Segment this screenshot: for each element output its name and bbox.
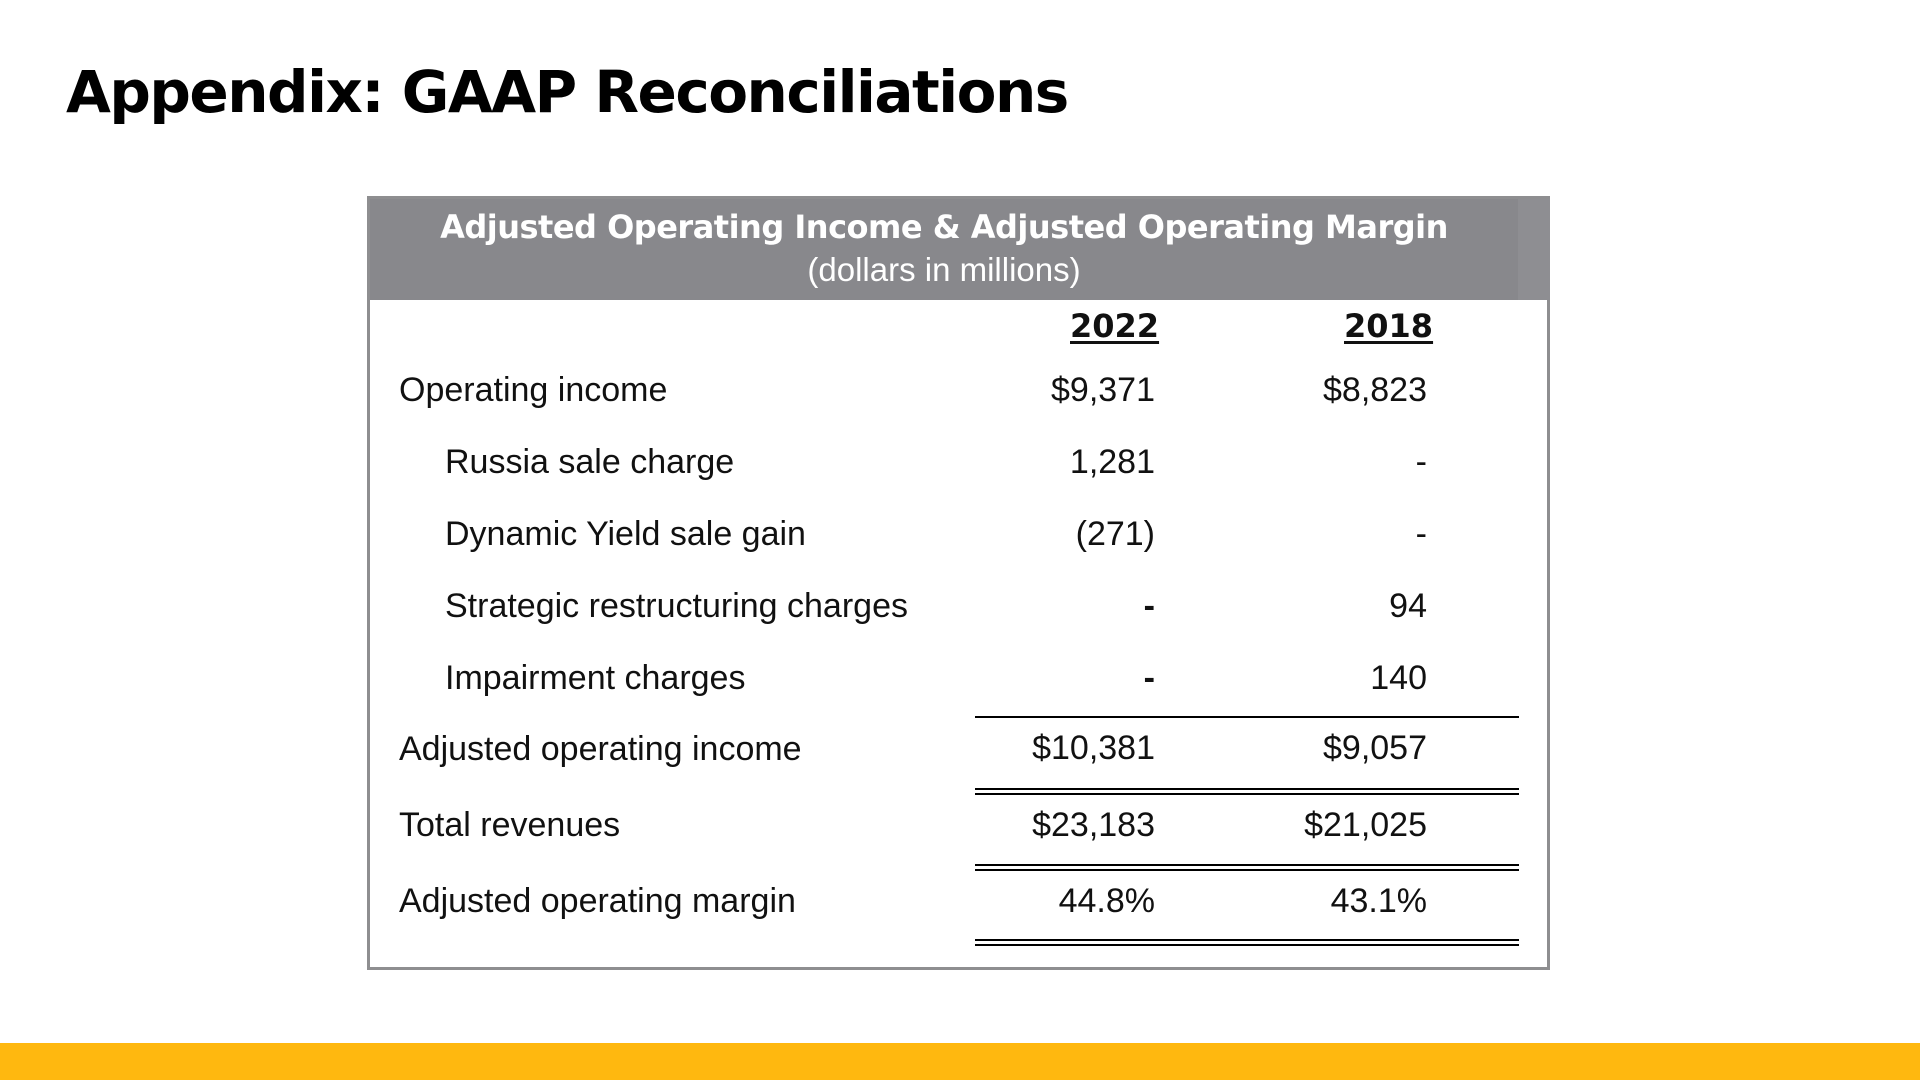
- column-header-2018: 2018: [1344, 307, 1434, 345]
- row-label-total-revenues: Total revenues: [399, 806, 621, 844]
- subtotal-rule: [975, 716, 1519, 718]
- table-header-edge: [1518, 199, 1550, 300]
- cell-adjusted-operating-margin-2018: 43.1%: [1330, 882, 1427, 920]
- cell-impairment-charges-2018: 140: [1370, 659, 1427, 697]
- cell-operating-income-2022: $9,371: [1051, 371, 1155, 409]
- table-header: Adjusted Operating Income & Adjusted Ope…: [370, 199, 1518, 300]
- table-subtitle: (dollars in millions): [807, 251, 1081, 288]
- cell-strategic-restructuring-charges-2018: 94: [1389, 587, 1427, 625]
- cell-adjusted-operating-margin-2022: 44.8%: [1058, 882, 1155, 920]
- margin-double-rule: [975, 939, 1519, 946]
- cell-dynamic-yield-sale-gain-2022: (271): [1075, 515, 1155, 553]
- row-label-adjusted-operating-margin: Adjusted operating margin: [399, 882, 796, 920]
- column-header-2022: 2022: [1070, 307, 1160, 345]
- cell-operating-income-2018: $8,823: [1323, 371, 1427, 409]
- revenues-double-rule: [975, 864, 1519, 871]
- footer-accent-bar: [0, 1043, 1920, 1080]
- total-double-rule: [975, 788, 1519, 795]
- table-title: Adjusted Operating Income & Adjusted Ope…: [440, 208, 1448, 246]
- row-label-adjusted-operating-income: Adjusted operating income: [399, 730, 802, 768]
- row-label-russia-sale-charge: Russia sale charge: [445, 443, 735, 481]
- row-label-dynamic-yield-sale-gain: Dynamic Yield sale gain: [445, 515, 806, 553]
- cell-russia-sale-charge-2018: -: [1415, 443, 1427, 481]
- row-label-operating-income: Operating income: [399, 371, 668, 409]
- cell-strategic-restructuring-charges-2022: -: [1143, 587, 1155, 625]
- cell-impairment-charges-2022: -: [1143, 659, 1155, 697]
- page-title: Appendix: GAAP Reconciliations: [66, 58, 1069, 126]
- cell-total-revenues-2018: $21,025: [1304, 806, 1427, 844]
- cell-russia-sale-charge-2022: 1,281: [1069, 443, 1155, 481]
- cell-adjusted-operating-income-2018: $9,057: [1323, 729, 1427, 767]
- cell-total-revenues-2022: $23,183: [1032, 806, 1155, 844]
- reconciliation-table: Adjusted Operating Income & Adjusted Ope…: [367, 196, 1550, 970]
- row-label-strategic-restructuring-charges: Strategic restructuring charges: [445, 587, 908, 625]
- row-label-impairment-charges: Impairment charges: [445, 659, 746, 697]
- cell-adjusted-operating-income-2022: $10,381: [1032, 729, 1155, 767]
- cell-dynamic-yield-sale-gain-2018: -: [1415, 515, 1427, 553]
